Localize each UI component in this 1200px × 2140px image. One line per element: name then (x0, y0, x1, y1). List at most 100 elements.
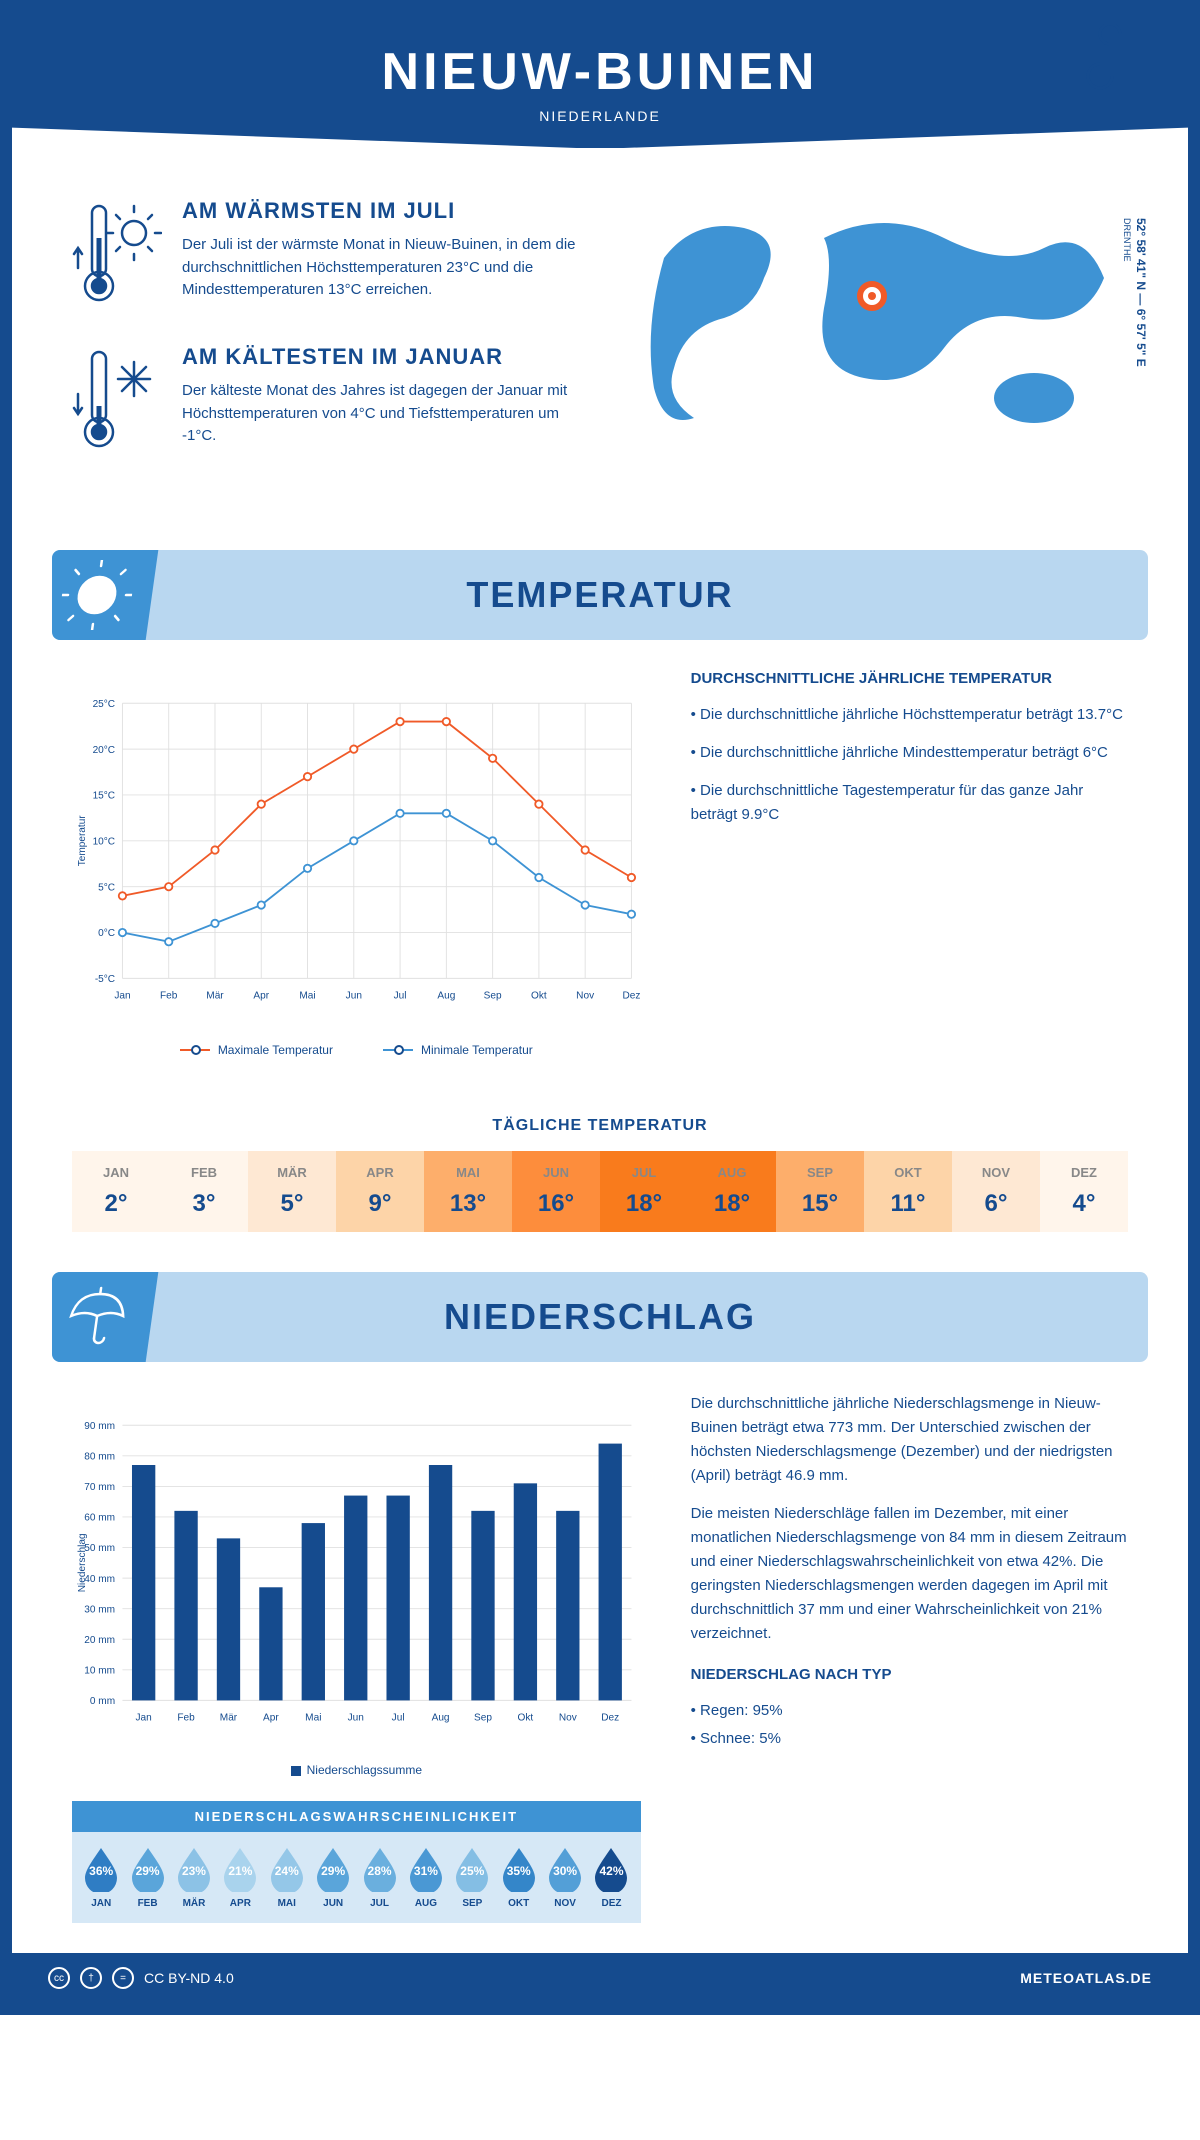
wind-icon-right (1060, 24, 1160, 104)
probability-cell: 42%DEZ (588, 1846, 634, 1909)
precipitation-bar-chart: 0 mm10 mm20 mm30 mm40 mm50 mm60 mm70 mm8… (72, 1392, 641, 1752)
temperature-text-column: DURCHSCHNITTLICHE JÄHRLICHE TEMPERATUR •… (691, 670, 1128, 1057)
region-label: DRENTHE (1122, 218, 1132, 262)
by-icon: † (80, 1967, 102, 1989)
svg-text:Temperatur: Temperatur (77, 815, 88, 867)
thermometer-cold-icon (72, 344, 162, 454)
svg-text:0°C: 0°C (98, 928, 115, 939)
svg-text:Mai: Mai (305, 1713, 321, 1724)
probability-cell: 28%JUL (356, 1846, 402, 1909)
svg-text:Jun: Jun (348, 1713, 364, 1724)
warmest-text: Der Juli ist der wärmste Monat in Nieuw-… (182, 234, 580, 302)
temp-text-heading: DURCHSCHNITTLICHE JÄHRLICHE TEMPERATUR (691, 670, 1128, 687)
precipitation-body: 0 mm10 mm20 mm30 mm40 mm50 mm60 mm70 mm8… (12, 1392, 1188, 1953)
coldest-text: Der kälteste Monat des Jahres ist dagege… (182, 380, 580, 448)
daily-cell: JUN16° (512, 1151, 600, 1232)
svg-text:0 mm: 0 mm (90, 1696, 115, 1707)
svg-text:Dez: Dez (601, 1713, 619, 1724)
probability-heading: NIEDERSCHLAGSWAHRSCHEINLICHKEIT (72, 1801, 641, 1832)
map-column: DRENTHE 52° 58' 41" N — 6° 57' 5" E (620, 198, 1128, 490)
svg-text:Nov: Nov (559, 1713, 577, 1724)
precip-p2: Die meisten Niederschläge fallen im Deze… (691, 1502, 1128, 1646)
intro-section: AM WÄRMSTEN IM JULI Der Juli ist der wär… (12, 148, 1188, 530)
probability-cell: 30%NOV (542, 1846, 588, 1909)
svg-text:Jun: Jun (346, 991, 362, 1002)
footer: cc † = CC BY-ND 4.0 METEOATLAS.DE (12, 1953, 1188, 2003)
daily-cell: MÄR5° (248, 1151, 336, 1232)
svg-text:Okt: Okt (518, 1713, 534, 1724)
probability-cell: 21%APR (217, 1846, 263, 1909)
daily-cell: NOV6° (952, 1151, 1040, 1232)
city-title: NIEUW-BUINEN (52, 42, 1148, 102)
svg-text:10 mm: 10 mm (84, 1665, 115, 1676)
precipitation-legend: Niederschlagssumme (72, 1763, 641, 1777)
daily-cell: DEZ4° (1040, 1151, 1128, 1232)
umbrella-badge-icon (52, 1272, 160, 1362)
probability-cell: 23%MÄR (171, 1846, 217, 1909)
precip-type-heading: NIEDERSCHLAG NACH TYP (691, 1666, 1128, 1683)
probability-cell: 25%SEP (449, 1846, 495, 1909)
daily-cell: APR9° (336, 1151, 424, 1232)
warmest-title: AM WÄRMSTEN IM JULI (182, 198, 580, 224)
svg-text:50 mm: 50 mm (84, 1543, 115, 1554)
svg-text:-5°C: -5°C (95, 974, 115, 985)
svg-text:Apr: Apr (263, 1713, 279, 1724)
temperature-section-header: TEMPERATUR (52, 550, 1148, 640)
temperature-body: -5°C0°C5°C10°C15°C20°C25°CJanFebMärAprMa… (12, 670, 1188, 1087)
svg-text:Apr: Apr (253, 991, 269, 1002)
precip-type-2: • Schnee: 5% (691, 1727, 1128, 1751)
thermometer-hot-icon (72, 198, 162, 308)
svg-text:90 mm: 90 mm (84, 1421, 115, 1432)
daily-cell: FEB3° (160, 1151, 248, 1232)
cc-icon: cc (48, 1967, 70, 1989)
svg-text:30 mm: 30 mm (84, 1604, 115, 1615)
svg-text:Sep: Sep (474, 1713, 492, 1724)
facts-column: AM WÄRMSTEN IM JULI Der Juli ist der wär… (72, 198, 580, 490)
svg-text:20°C: 20°C (93, 745, 116, 756)
svg-text:15°C: 15°C (93, 791, 116, 802)
precipitation-chart-column: 0 mm10 mm20 mm30 mm40 mm50 mm60 mm70 mm8… (72, 1392, 641, 1923)
precipitation-text-column: Die durchschnittliche jährliche Niedersc… (691, 1392, 1128, 1923)
temp-bullet-2: • Die durchschnittliche jährliche Mindes… (691, 741, 1128, 765)
svg-text:Jul: Jul (394, 991, 407, 1002)
daily-cell: JAN2° (72, 1151, 160, 1232)
license-text: CC BY-ND 4.0 (144, 1970, 234, 1986)
temperature-chart-column: -5°C0°C5°C10°C15°C20°C25°CJanFebMärAprMa… (72, 670, 641, 1057)
footer-license: cc † = CC BY-ND 4.0 (48, 1967, 234, 1989)
svg-text:5°C: 5°C (98, 882, 115, 893)
coordinates-label: 52° 58' 41" N — 6° 57' 5" E (1134, 218, 1148, 367)
svg-text:Aug: Aug (432, 1713, 450, 1724)
svg-text:Dez: Dez (622, 991, 640, 1002)
svg-text:Sep: Sep (484, 991, 502, 1002)
daily-cell: OKT11° (864, 1151, 952, 1232)
temperature-title: TEMPERATUR (52, 574, 1148, 616)
daily-cell: AUG18° (688, 1151, 776, 1232)
svg-text:Feb: Feb (177, 1713, 195, 1724)
country-subtitle: NIEDERLANDE (52, 108, 1148, 124)
probability-box: NIEDERSCHLAGSWAHRSCHEINLICHKEIT 36%JAN29… (72, 1801, 641, 1923)
daily-temperature-row: JAN2°FEB3°MÄR5°APR9°MAI13°JUN16°JUL18°AU… (72, 1151, 1128, 1232)
temp-bullet-3: • Die durchschnittliche Tagestemperatur … (691, 779, 1128, 827)
svg-text:Mai: Mai (299, 991, 315, 1002)
probability-cell: 24%MAI (264, 1846, 310, 1909)
infographic-page: NIEUW-BUINEN NIEDERLANDE AM WÄRMSTEN IM … (0, 0, 1200, 2015)
world-map-icon (620, 198, 1128, 458)
warmest-fact: AM WÄRMSTEN IM JULI Der Juli ist der wär… (72, 198, 580, 308)
precipitation-section-header: NIEDERSCHLAG (52, 1272, 1148, 1362)
svg-text:Feb: Feb (160, 991, 178, 1002)
probability-cell: 36%JAN (78, 1846, 124, 1909)
svg-text:Jul: Jul (392, 1713, 405, 1724)
sun-badge-icon (52, 550, 160, 640)
daily-cell: JUL18° (600, 1151, 688, 1232)
precip-p1: Die durchschnittliche jährliche Niedersc… (691, 1392, 1128, 1488)
legend-min-label: Minimale Temperatur (421, 1043, 533, 1057)
svg-text:10°C: 10°C (93, 836, 116, 847)
precip-type-1: • Regen: 95% (691, 1699, 1128, 1723)
svg-text:20 mm: 20 mm (84, 1635, 115, 1646)
svg-text:25°C: 25°C (93, 699, 116, 710)
svg-text:Nov: Nov (576, 991, 594, 1002)
temperature-line-chart: -5°C0°C5°C10°C15°C20°C25°CJanFebMärAprMa… (72, 670, 641, 1030)
daily-temp-heading: TÄGLICHE TEMPERATUR (12, 1117, 1188, 1135)
temperature-legend: Maximale Temperatur Minimale Temperatur (72, 1043, 641, 1057)
svg-text:60 mm: 60 mm (84, 1513, 115, 1524)
